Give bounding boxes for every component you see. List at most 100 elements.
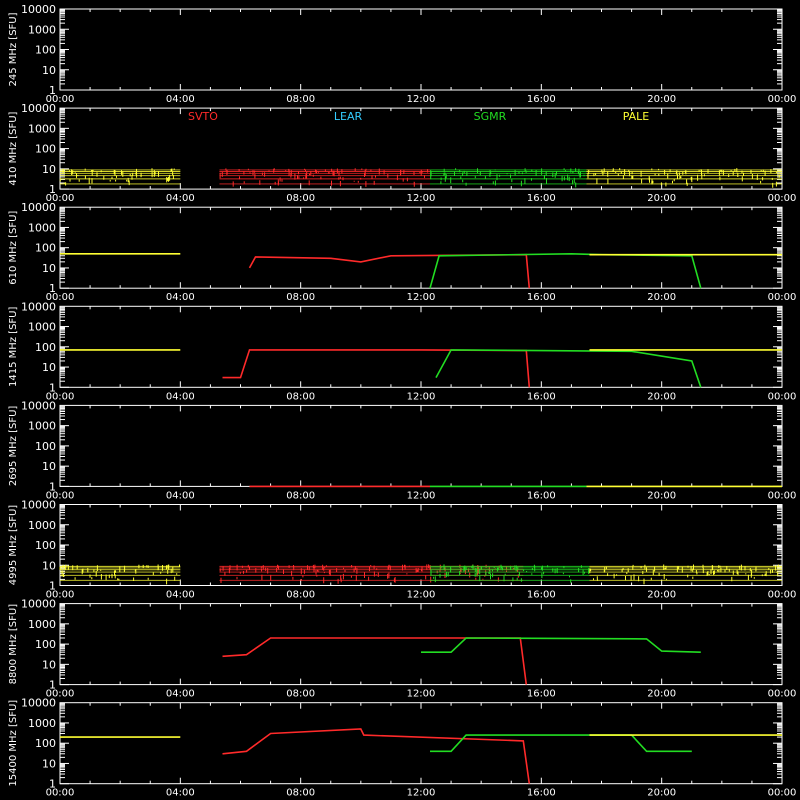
panel-frame [59, 702, 783, 785]
series-noise-pale [59, 564, 180, 585]
y-tick-label: 10 [42, 658, 56, 671]
panel-frame [59, 504, 783, 586]
series-noise-sgmr [430, 168, 585, 188]
legend-lear: LEAR [334, 110, 363, 123]
x-tick-label: 12:00 [407, 94, 436, 105]
x-tick-label: 20:00 [647, 193, 676, 204]
x-tick-label: 08:00 [286, 590, 315, 601]
x-tick-label: 20:00 [647, 689, 676, 700]
y-tick-label: 100 [35, 242, 56, 255]
x-tick-label: 20:00 [647, 590, 676, 601]
y-tick-label: 10 [42, 262, 56, 275]
x-tick-label: 00:00 [46, 490, 75, 501]
x-tick-label: 00:00 [768, 193, 797, 204]
series-line-svto [222, 637, 528, 685]
y-tick-label: 10000 [21, 3, 56, 16]
series-line-sgmr [429, 252, 702, 289]
series-noise-svto [219, 564, 519, 584]
panel-frame [59, 206, 783, 289]
y-tick-label: 100 [35, 341, 56, 354]
y-tick-label: 1000 [28, 717, 56, 730]
x-tick-label: 16:00 [527, 94, 556, 105]
panel-frame [59, 8, 783, 91]
series-line-svto [222, 728, 531, 784]
y-tick-label: 10000 [21, 300, 56, 313]
series-noise-svto [219, 168, 429, 187]
y-tick-label: 10000 [21, 102, 56, 115]
y-axis-title: 245 MHz [SFU] [8, 12, 19, 86]
y-tick-label: 10 [42, 163, 56, 176]
y-axis-title: 1415 MHz [SFU] [8, 306, 19, 387]
x-tick-label: 04:00 [166, 689, 195, 700]
y-tick-label: 10000 [21, 499, 56, 512]
series-line-svto [222, 349, 531, 388]
x-tick-label: 08:00 [286, 94, 315, 105]
y-tick-label: 1 [49, 183, 56, 196]
x-tick-label: 04:00 [166, 292, 195, 303]
panel-frame [59, 404, 783, 487]
y-axis-title: 2695 MHz [SFU] [8, 406, 19, 487]
x-tick-label: 16:00 [527, 689, 556, 700]
x-tick-label: 12:00 [407, 193, 436, 204]
y-tick-label: 1 [49, 84, 56, 97]
legend-svto: SVTO [188, 110, 218, 123]
y-axis-title: 610 MHz [SFU] [8, 211, 19, 285]
x-tick-label: 00:00 [768, 292, 797, 303]
y-tick-label: 1000 [28, 420, 56, 433]
legend-pale: PALE [623, 110, 650, 123]
y-tick-label: 10 [42, 460, 56, 473]
x-tick-label: 20:00 [647, 788, 676, 799]
x-tick-label: 20:00 [647, 292, 676, 303]
y-tick-label: 1 [49, 282, 56, 295]
y-tick-label: 1000 [28, 618, 56, 631]
x-tick-label: 00:00 [768, 590, 797, 601]
x-tick-label: 04:00 [166, 391, 195, 402]
x-tick-label: 00:00 [46, 94, 75, 105]
x-tick-label: 04:00 [166, 788, 195, 799]
panel-frame [59, 305, 783, 388]
x-tick-label: 12:00 [407, 490, 436, 501]
x-tick-label: 00:00 [768, 788, 797, 799]
y-tick-label: 10000 [21, 598, 56, 611]
y-tick-label: 100 [35, 638, 56, 651]
y-tick-label: 1000 [28, 321, 56, 334]
y-axis-title: 15400 MHz [SFU] [8, 700, 19, 787]
y-tick-label: 1000 [28, 519, 56, 532]
y-axis-title: 8800 MHz [SFU] [8, 604, 19, 685]
x-tick-label: 08:00 [286, 292, 315, 303]
x-tick-label: 04:00 [166, 490, 195, 501]
y-tick-label: 10000 [21, 201, 56, 214]
legend-sgmr: SGMR [474, 110, 507, 123]
series-line-svto [248, 253, 531, 289]
y-axis-title: 410 MHz [SFU] [8, 111, 19, 185]
x-tick-label: 00:00 [768, 689, 797, 700]
y-tick-label: 10 [42, 361, 56, 374]
x-tick-label: 16:00 [527, 490, 556, 501]
x-tick-label: 12:00 [407, 391, 436, 402]
x-tick-label: 00:00 [768, 94, 797, 105]
y-tick-label: 1 [49, 480, 56, 493]
x-tick-label: 20:00 [647, 94, 676, 105]
x-tick-label: 16:00 [527, 788, 556, 799]
y-tick-label: 1000 [28, 221, 56, 234]
x-tick-label: 16:00 [527, 391, 556, 402]
series-line-sgmr [421, 637, 701, 653]
x-tick-label: 08:00 [286, 193, 315, 204]
y-tick-label: 100 [35, 539, 56, 552]
y-tick-label: 100 [35, 44, 56, 57]
x-tick-label: 00:00 [46, 292, 75, 303]
panel-frame [59, 603, 783, 686]
x-tick-label: 12:00 [407, 788, 436, 799]
series-noise-sgmr [430, 564, 590, 583]
y-tick-label: 100 [35, 737, 56, 750]
x-tick-label: 00:00 [768, 490, 797, 501]
x-tick-label: 00:00 [46, 193, 75, 204]
y-tick-label: 10 [42, 757, 56, 770]
x-tick-label: 00:00 [768, 391, 797, 402]
